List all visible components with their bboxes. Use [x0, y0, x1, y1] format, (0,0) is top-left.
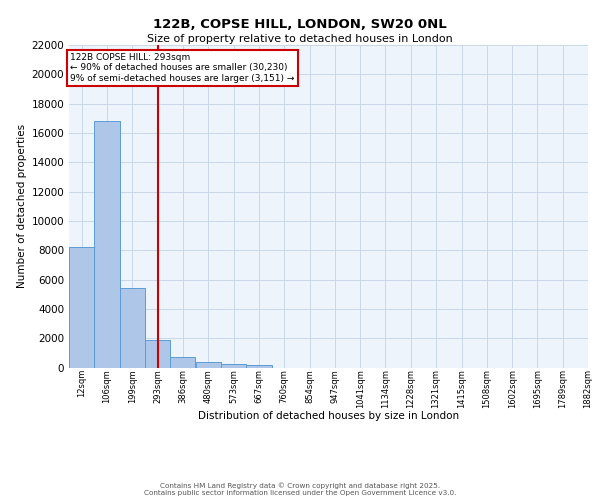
- Bar: [94, 121, 119, 368]
- Text: Size of property relative to detached houses in London: Size of property relative to detached ho…: [147, 34, 453, 43]
- Bar: [69, 248, 94, 368]
- Text: 122B COPSE HILL: 293sqm
← 90% of detached houses are smaller (30,230)
9% of semi: 122B COPSE HILL: 293sqm ← 90% of detache…: [70, 53, 295, 83]
- Bar: [196, 362, 221, 368]
- Text: Contains HM Land Registry data © Crown copyright and database right 2025.
Contai: Contains HM Land Registry data © Crown c…: [144, 482, 456, 496]
- Bar: [221, 364, 246, 368]
- X-axis label: Distribution of detached houses by size in London: Distribution of detached houses by size …: [198, 411, 459, 421]
- Text: 122B, COPSE HILL, LONDON, SW20 0NL: 122B, COPSE HILL, LONDON, SW20 0NL: [153, 18, 447, 30]
- Y-axis label: Number of detached properties: Number of detached properties: [17, 124, 27, 288]
- Bar: [170, 356, 196, 368]
- Bar: [145, 340, 170, 367]
- Bar: [119, 288, 145, 368]
- Bar: [247, 365, 272, 368]
